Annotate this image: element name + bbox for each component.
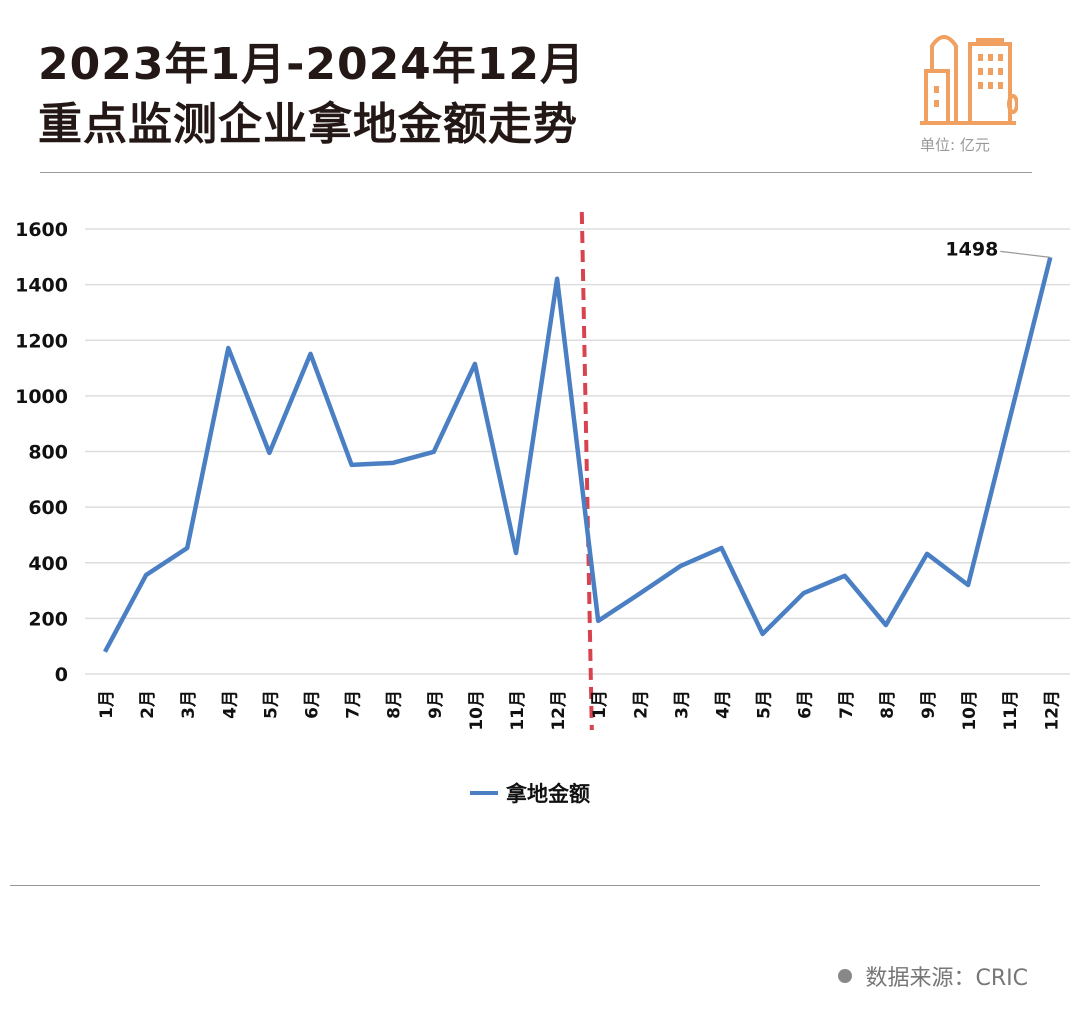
bottom-divider (10, 885, 1040, 886)
x-tick-label: 5月 (261, 690, 281, 719)
x-tick-label: 7月 (837, 690, 857, 719)
unit-label: 单位: 亿元 (920, 136, 990, 154)
x-tick-label: 12月 (549, 690, 569, 731)
line-chart: 0 200 400 600 800 1000 1200 1400 1600 1月 2月 3月 4月 5月 6… (15, 211, 1070, 806)
title-line-2: 重点监测企业拿地金额走势 (38, 99, 578, 150)
source-text: 数据来源：CRIC (865, 966, 1029, 991)
y-tick-label: 200 (28, 608, 68, 630)
x-tick-label: 12月 (1042, 690, 1062, 731)
x-tick-label: 2月 (138, 690, 158, 719)
y-tick-label: 1000 (15, 386, 68, 408)
x-tick-label: 3月 (179, 690, 199, 719)
x-tick-label: 1月 (97, 690, 117, 719)
y-tick-label: 0 (55, 664, 68, 686)
y-tick-label: 800 (28, 442, 68, 464)
x-tick-label: 8月 (878, 690, 898, 719)
x-tick-label: 1月 (590, 690, 610, 719)
x-tick-label: 2月 (631, 690, 651, 719)
data-label: 1498 (945, 238, 998, 260)
x-tick-label: 9月 (919, 690, 939, 719)
y-tick-label: 1600 (15, 219, 68, 241)
annotation-leader (1000, 250, 1051, 258)
x-tick-label: 8月 (385, 690, 405, 719)
x-tick-label: 4月 (220, 690, 240, 719)
title-line-1: 2023年1月-2024年12月 (38, 39, 586, 90)
x-tick-label: 9月 (426, 690, 446, 719)
y-tick-label: 600 (28, 497, 68, 519)
period-divider (579, 211, 594, 731)
x-tick-label: 10月 (467, 690, 487, 731)
legend-label: 拿地金额 (505, 782, 590, 806)
series-line (103, 256, 1053, 653)
x-tick-label: 11月 (508, 690, 528, 731)
x-tick-label: 6月 (796, 690, 816, 719)
source-note: 数据来源：CRIC (837, 960, 1029, 992)
y-tick-label: 400 (28, 553, 68, 575)
y-tick-label: 1400 (15, 275, 68, 297)
x-tick-label: 11月 (1001, 690, 1021, 731)
x-tick-label: 7月 (344, 690, 364, 719)
buildings-icon (920, 35, 1018, 125)
y-tick-label: 1200 (15, 330, 68, 352)
bullet-icon (837, 969, 852, 983)
x-tick-label: 4月 (714, 690, 734, 719)
x-tick-label: 5月 (755, 690, 775, 719)
x-tick-label: 6月 (303, 690, 323, 719)
x-tick-label: 10月 (960, 690, 980, 731)
x-tick-label: 3月 (672, 690, 692, 719)
top-divider (40, 172, 1032, 173)
